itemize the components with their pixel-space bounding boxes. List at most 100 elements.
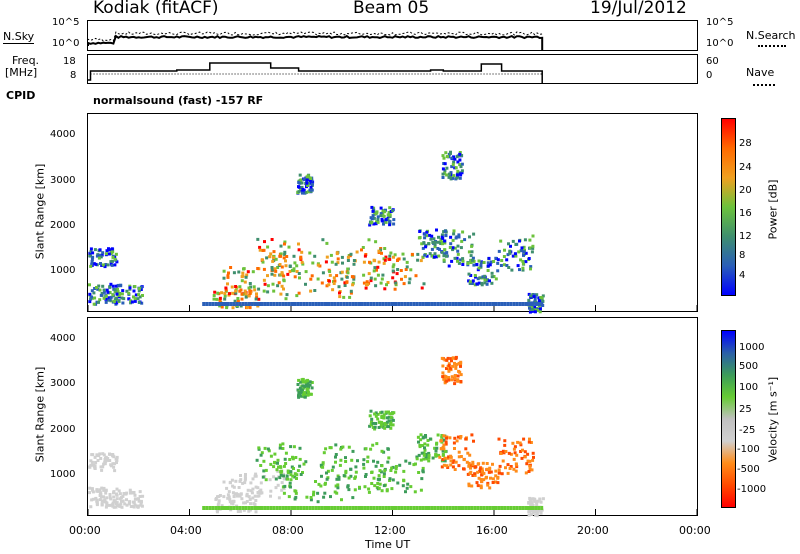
- velocity-cb-tick-500: 500: [739, 361, 759, 372]
- velocity-cell: [418, 443, 422, 447]
- power-cell: [443, 248, 447, 252]
- velocity-cb-tick-25: 25: [739, 404, 752, 415]
- velocity-cell: [363, 485, 367, 489]
- power-cell: [461, 263, 465, 266]
- velocity-ground-cell: [229, 506, 233, 510]
- power-cell: [514, 254, 518, 258]
- velocity-cell: [120, 505, 124, 509]
- velocity-cell: [341, 445, 345, 449]
- nsky-line: [87, 34, 544, 51]
- velocity-cell: [536, 499, 540, 503]
- power-cell: [125, 289, 129, 293]
- power-cell: [396, 259, 399, 262]
- power-cell: [518, 239, 521, 243]
- velocity-ground-cell: [339, 506, 343, 510]
- power-cell: [271, 259, 275, 263]
- velocity-cell: [388, 412, 392, 416]
- power-cell: [447, 264, 451, 268]
- power-cell: [468, 235, 471, 239]
- power-cell: [288, 270, 292, 273]
- power-ground-cell: [424, 302, 428, 306]
- velocity-cell: [297, 378, 301, 382]
- velocity-cell: [274, 486, 278, 490]
- power-cell: [98, 288, 102, 292]
- power-cell: [500, 259, 504, 262]
- velocity-cell: [258, 490, 262, 493]
- velocity-cell: [472, 439, 475, 443]
- velocity-cell: [347, 476, 351, 480]
- power-cell: [218, 299, 222, 303]
- velocity-cell: [112, 495, 116, 499]
- velocity-cell: [238, 509, 242, 513]
- power-cell: [497, 249, 501, 253]
- velocity-cell: [112, 505, 116, 509]
- power-cell: [528, 306, 531, 310]
- velocity-cell: [468, 453, 472, 457]
- power-cell: [533, 297, 537, 301]
- velocity-cell: [508, 467, 512, 470]
- power-cell: [403, 275, 407, 279]
- velocity-cell: [94, 496, 98, 500]
- power-cell: [537, 296, 541, 300]
- nsearch-tick-bottom: 10^0: [706, 38, 734, 49]
- power-cell: [351, 281, 355, 285]
- power-cell: [443, 241, 447, 245]
- velocity-cell: [479, 486, 483, 490]
- velocity-cell: [531, 497, 535, 501]
- power-ground-cell: [491, 302, 495, 306]
- power-cell: [460, 154, 464, 157]
- velocity-ground-cell: [415, 506, 419, 510]
- power-cell: [93, 248, 97, 252]
- power-cell: [115, 301, 119, 305]
- power-ground-cell: [342, 302, 346, 306]
- velocity-cell: [439, 447, 443, 451]
- power-cell: [433, 241, 437, 244]
- power-cell: [279, 252, 283, 256]
- velocity-cell: [324, 447, 328, 451]
- power-cell: [377, 260, 381, 264]
- power-cell: [346, 271, 350, 275]
- velocity-cell: [133, 493, 137, 497]
- velocity-cell: [450, 375, 454, 379]
- velocity-cell: [245, 500, 249, 503]
- power-cell: [102, 290, 106, 294]
- power-cell: [521, 268, 525, 272]
- velocity-cell: [440, 434, 444, 437]
- power-cell: [220, 291, 224, 295]
- power-cb-tick-8: 8: [739, 250, 746, 261]
- power-cell: [218, 296, 222, 300]
- velocity-cell: [390, 412, 394, 416]
- power-ground-cell: [348, 302, 352, 306]
- velocity-cell: [331, 465, 335, 469]
- velocity-ground-cell: [226, 506, 230, 510]
- power-cell: [374, 240, 378, 244]
- power-cell: [338, 295, 342, 299]
- power-ground-cell: [415, 302, 419, 306]
- power-cell: [521, 266, 525, 270]
- power-cell: [305, 181, 309, 185]
- velocity-cell: [286, 469, 290, 473]
- power-cell: [109, 260, 113, 264]
- power-cell: [509, 244, 512, 248]
- velocity-cell: [423, 446, 426, 450]
- velocity-cell: [334, 460, 337, 464]
- velocity-ground-cell: [269, 506, 273, 510]
- velocity-cell: [466, 472, 470, 476]
- velocity-cell: [439, 439, 443, 442]
- velocity-ground-cell: [357, 506, 361, 510]
- velocity-cell: [468, 471, 472, 475]
- velocity-cell: [317, 482, 321, 486]
- velocity-cell: [519, 450, 523, 453]
- velocity-cell: [277, 465, 280, 469]
- velocity-cell: [469, 466, 472, 470]
- velocity-cell: [232, 485, 236, 489]
- velocity-cell: [497, 437, 501, 441]
- power-cell: [238, 285, 242, 289]
- power-cell: [234, 291, 238, 295]
- power-cell: [519, 258, 523, 262]
- velocity-cell: [303, 380, 307, 384]
- velocity-cell: [449, 454, 453, 458]
- nave-label: Nave: [746, 66, 775, 79]
- velocity-cell: [259, 464, 263, 467]
- power-cell: [421, 246, 425, 250]
